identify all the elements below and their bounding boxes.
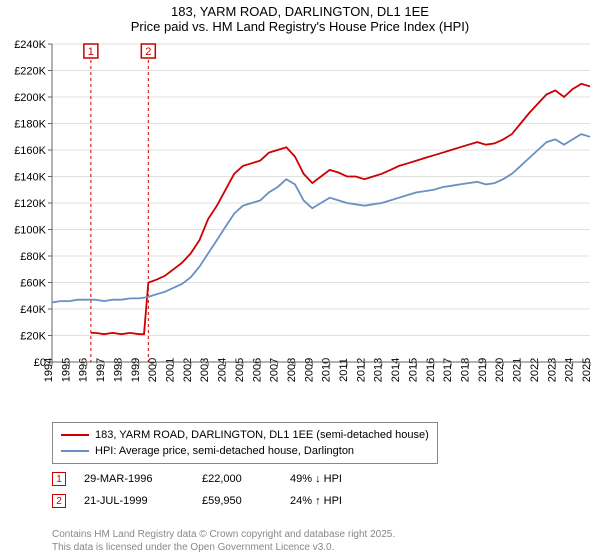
chart-title-address: 183, YARM ROAD, DARLINGTON, DL1 1EE [0,4,600,19]
svg-text:2004: 2004 [217,358,229,382]
price-event-price: £22,000 [202,473,272,485]
svg-text:2024: 2024 [564,358,576,382]
svg-text:2: 2 [145,46,151,58]
svg-text:1995: 1995 [60,358,72,382]
svg-text:2017: 2017 [442,358,454,382]
svg-text:£200K: £200K [14,92,46,104]
svg-text:2003: 2003 [199,358,211,382]
footer-line2: This data is licensed under the Open Gov… [52,542,395,555]
price-event-date: 21-JUL-1999 [84,495,184,507]
svg-text:£180K: £180K [14,119,46,131]
price-event-date: 29-MAR-1996 [84,473,184,485]
price-event-row: 2 21-JUL-1999 £59,950 24% ↑ HPI [52,490,390,512]
svg-text:2015: 2015 [407,358,419,382]
price-events-list: 1 29-MAR-1996 £22,000 49% ↓ HPI 2 21-JUL-1999… [52,468,390,512]
svg-text:£60K: £60K [20,278,46,290]
legend-label: HPI: Average price, semi-detached house,… [95,445,354,457]
svg-text:2009: 2009 [303,358,315,382]
svg-text:2019: 2019 [477,358,489,382]
svg-text:£160K: £160K [14,145,46,157]
svg-text:1994: 1994 [43,358,55,382]
price-event-marker: 2 [52,494,66,508]
svg-text:1996: 1996 [78,358,90,382]
svg-text:2014: 2014 [390,358,402,382]
svg-text:1997: 1997 [95,358,107,382]
svg-text:2010: 2010 [321,358,333,382]
svg-text:2001: 2001 [164,358,176,382]
svg-text:£220K: £220K [14,66,46,78]
svg-text:2022: 2022 [529,358,541,382]
chart-title-block: 183, YARM ROAD, DARLINGTON, DL1 1EE Pric… [0,0,600,36]
svg-text:2021: 2021 [512,358,524,382]
svg-text:£240K: £240K [14,39,46,51]
price-event-price: £59,950 [202,495,272,507]
svg-text:£140K: £140K [14,172,46,184]
svg-text:£40K: £40K [20,304,46,316]
svg-text:1998: 1998 [112,358,124,382]
legend-item: HPI: Average price, semi-detached house,… [61,443,429,459]
svg-text:2002: 2002 [182,358,194,382]
svg-text:2025: 2025 [581,358,593,382]
svg-text:2023: 2023 [546,358,558,382]
svg-text:1: 1 [88,46,94,58]
svg-text:2008: 2008 [286,358,298,382]
price-event-row: 1 29-MAR-1996 £22,000 49% ↓ HPI [52,468,390,490]
price-event-marker: 1 [52,472,66,486]
svg-text:2013: 2013 [373,358,385,382]
svg-text:2018: 2018 [460,358,472,382]
svg-text:2020: 2020 [494,358,506,382]
legend-swatch [61,434,89,436]
svg-text:1999: 1999 [130,358,142,382]
svg-text:2012: 2012 [355,358,367,382]
footer-attribution: Contains HM Land Registry data © Crown c… [52,529,395,554]
svg-text:2000: 2000 [147,358,159,382]
footer-line1: Contains HM Land Registry data © Crown c… [52,529,395,542]
svg-text:2006: 2006 [251,358,263,382]
svg-text:£100K: £100K [14,225,46,237]
svg-text:£80K: £80K [20,251,46,263]
chart-title-subtitle: Price paid vs. HM Land Registry's House … [0,19,600,34]
price-event-hpi: 49% ↓ HPI [290,473,390,485]
legend-swatch [61,450,89,452]
chart-legend: 183, YARM ROAD, DARLINGTON, DL1 1EE (sem… [52,422,438,464]
svg-text:2007: 2007 [269,358,281,382]
svg-text:2005: 2005 [234,358,246,382]
legend-label: 183, YARM ROAD, DARLINGTON, DL1 1EE (sem… [95,429,429,441]
svg-text:£120K: £120K [14,198,46,210]
legend-item: 183, YARM ROAD, DARLINGTON, DL1 1EE (sem… [61,427,429,443]
price-event-hpi: 24% ↑ HPI [290,495,390,507]
svg-text:2016: 2016 [425,358,437,382]
chart-container: £0£20K£40K£60K£80K£100K£120K£140K£160K£1… [0,38,600,418]
price-chart: £0£20K£40K£60K£80K£100K£120K£140K£160K£1… [0,38,600,418]
svg-text:£20K: £20K [20,331,46,343]
